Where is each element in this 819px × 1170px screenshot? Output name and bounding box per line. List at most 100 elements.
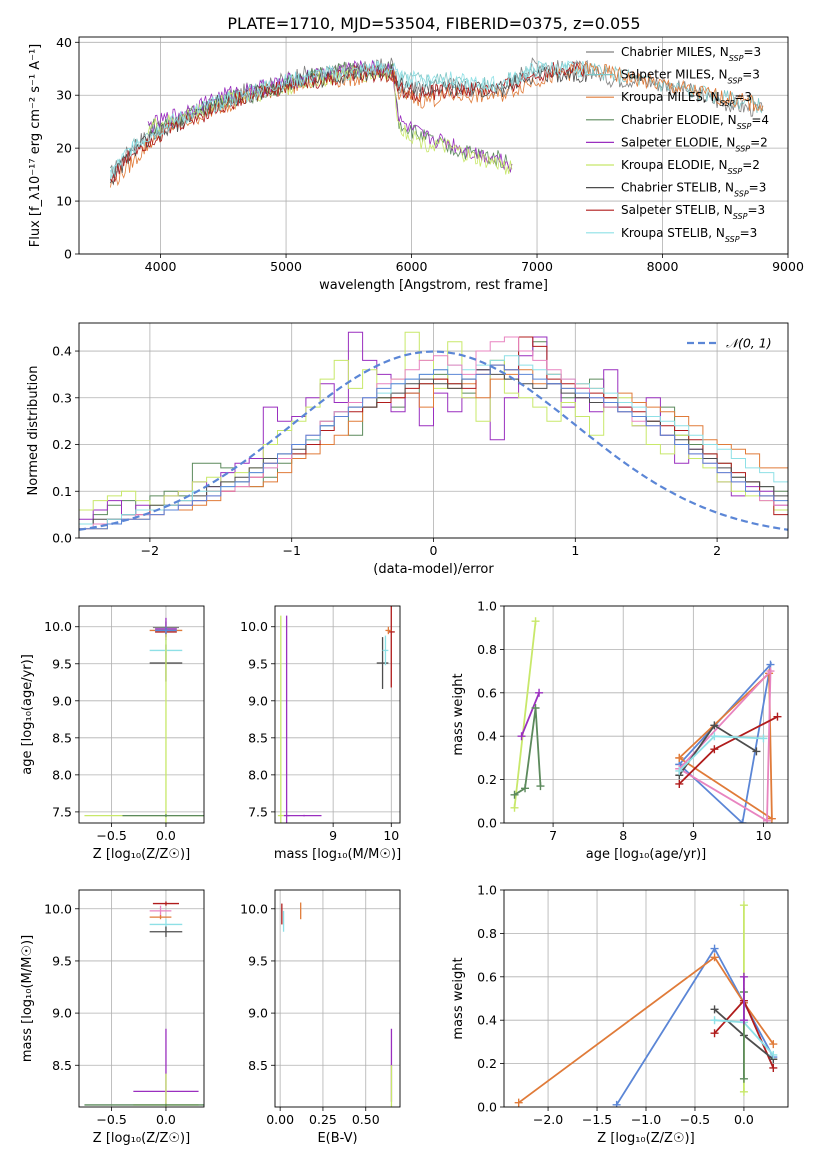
z_vs_weight-x-tick-label: −1.5 [582, 1112, 612, 1127]
ebv_vs_mass-y-tick-label: 9.0 [248, 1006, 268, 1021]
residuals-y-tick-label: 0.2 [52, 437, 72, 452]
spectrum-frame [78, 36, 789, 255]
mass_vs_age-y-tick-label: 10.0 [240, 619, 268, 634]
z_vs_weight-plot-area [514, 901, 778, 1107]
z_vs_age-panel: −0.5 0.0 7.5 8.0 8.5 9.0 9.5 10.0 Z [log₁₀(Z/Z☉)… [20, 605, 205, 862]
z_vs_weight-x-tick-label: −1.0 [631, 1112, 661, 1127]
age_vs_weight-series-line [520, 692, 540, 737]
age_vs_weight-marker [535, 688, 544, 697]
z_vs_weight-marker [710, 1016, 719, 1025]
spectrum-y-tick-label: 20 [56, 141, 72, 156]
z_vs_weight-x-tick-label: −2.0 [533, 1112, 563, 1127]
age_vs_weight-y-tick-label: 0.6 [477, 685, 497, 700]
age_vs_weight-marker [759, 734, 768, 743]
spectrum-legend-label: Salpeter ELODIE, NSSP=2 [621, 135, 768, 153]
z_vs_age-frame [78, 605, 205, 824]
spectrum-x-axis-label: wavelength [Angstrom, rest frame] [319, 278, 548, 293]
ebv_vs_mass-frame [274, 889, 401, 1108]
age_vs_weight-marker [738, 819, 747, 823]
ebv_vs_mass-x-tick-label: 0.00 [266, 1112, 294, 1127]
z_vs_age-x-axis-label: Z [log₁₀(Z/Z☉)] [93, 847, 190, 862]
mass_vs_age-panel: 9 10 7.5 8.0 8.5 9.0 9.5 10.0 mass [log₁₀(M/M☉)] [240, 605, 401, 862]
spectrum-x-tick-label: 6000 [396, 259, 428, 274]
ebv_vs_mass-plot-area [281, 902, 393, 1107]
ebv_vs_mass-y-tick-label: 9.5 [248, 953, 268, 968]
z_vs_weight-x-axis-label: Z [log₁₀(Z/Z☉)] [597, 1131, 694, 1146]
z_vs_age-plot-area [84, 617, 204, 823]
age_vs_weight-x-tick-label: 7 [549, 828, 557, 843]
residuals-x-axis-label: (data-model)/error [373, 562, 494, 577]
ebv_vs_mass-x-axis-label: E(B-V) [317, 1131, 357, 1146]
z_vs_age-x-tick-label: −0.5 [96, 828, 126, 843]
z_vs_age-y-tick-label: 9.5 [52, 656, 72, 671]
residuals-x-tick-label: −2 [141, 543, 159, 558]
age_vs_weight-marker [521, 784, 530, 793]
z_vs_mass-y-tick-label: 10.0 [44, 901, 72, 916]
mass_vs_age-x-axis-label: mass [log₁₀(M/M☉)] [274, 847, 401, 862]
mass_vs_age-y-tick-label: 9.0 [248, 693, 268, 708]
age_vs_weight-series-line [678, 715, 778, 785]
spectrum-x-tick-label: 9000 [772, 259, 804, 274]
age_vs_weight-x-tick-label: 9 [689, 828, 697, 843]
ebv_vs_mass-y-tick-label: 8.5 [248, 1058, 268, 1073]
z_vs_weight-x-tick-label: −0.5 [680, 1112, 710, 1127]
z_vs_weight-y-tick-label: 0.4 [477, 1013, 497, 1028]
spectrum-legend-label: Kroupa MILES, NSSP=3 [621, 90, 752, 108]
age_vs_weight-marker [710, 732, 719, 741]
z_vs_weight-y-tick-label: 0.2 [477, 1056, 497, 1071]
age_vs_weight-series-line [513, 621, 537, 808]
z_vs_mass-plot-area [84, 901, 204, 1107]
z_vs_age-y-tick-label: 9.0 [52, 693, 72, 708]
residuals-y-tick-label: 0.3 [52, 390, 72, 405]
z_vs_weight-y-tick-label: 0.6 [477, 969, 497, 984]
z_vs_mass-frame [78, 889, 205, 1108]
spectrum-legend-label: Salpeter MILES, NSSP=3 [621, 68, 760, 86]
age_vs_weight-series-line [514, 707, 542, 796]
age_vs_weight-marker [762, 816, 771, 823]
z_vs_age-y-tick-label: 7.5 [52, 804, 72, 819]
z_vs_mass-x-tick-label: 0.0 [156, 1112, 176, 1127]
z_vs_weight-marker [739, 901, 748, 910]
residuals-x-tick-label: 0 [430, 543, 438, 558]
age_vs_weight-marker [510, 790, 519, 799]
residuals-y-tick-label: 0.0 [52, 531, 72, 546]
age_vs_weight-series-line [678, 671, 773, 821]
residual-histogram-step [79, 364, 788, 530]
spectrum-y-axis-label: Flux [f_λ10⁻¹⁷ erg cm⁻² s⁻¹ A⁻¹] [28, 44, 43, 248]
spectrum-y-tick-label: 40 [56, 35, 72, 50]
age_vs_weight-marker [531, 703, 540, 712]
ebv_vs_mass-x-tick-label: 0.25 [309, 1112, 337, 1127]
z_vs_mass-y-axis-label: mass [log₁₀(M/M☉)] [20, 935, 35, 1062]
mass_vs_age-y-tick-label: 8.0 [248, 767, 268, 782]
z_vs_weight-marker [769, 1050, 778, 1059]
age_vs_weight-y-axis-label: mass weight [451, 673, 466, 755]
spectrum-x-tick-label: 4000 [145, 259, 177, 274]
z_vs_weight-marker [739, 1016, 748, 1025]
spectrum-x-tick-label: 8000 [647, 259, 679, 274]
residuals-y-axis-label: Normed distribution [26, 366, 41, 496]
residuals-y-tick-label: 0.1 [52, 484, 72, 499]
age_vs_weight-marker [675, 753, 684, 762]
age_vs_weight-plot-area [510, 617, 782, 823]
z_vs_weight-marker [612, 1100, 621, 1107]
mass_vs_age-y-tick-label: 8.5 [248, 730, 268, 745]
z_vs_weight-marker [739, 972, 748, 981]
z_vs_mass-y-tick-label: 9.0 [52, 1006, 72, 1021]
z_vs_age-y-tick-label: 8.5 [52, 730, 72, 745]
residuals-panel: −2 −1 0 1 2 0.0 0.1 0.2 0.3 0.4 (data-model)/error… [26, 322, 789, 577]
residuals-x-tick-label: −1 [282, 543, 300, 558]
spectrum-y-tick-label: 30 [56, 88, 72, 103]
z_vs_weight-marker [710, 1029, 719, 1038]
spectrum-x-tick-label: 7000 [521, 259, 553, 274]
age_vs_weight-y-tick-label: 0.2 [477, 772, 497, 787]
z_vs_weight-marker [739, 1074, 748, 1083]
residual-legend-label: 𝒩(0, 1) [726, 336, 772, 351]
age_vs_weight-x-tick-label: 8 [619, 828, 627, 843]
mass_vs_age-y-tick-label: 7.5 [248, 804, 268, 819]
gaussian-curve [79, 350, 788, 531]
z_vs_mass-y-tick-label: 9.5 [52, 953, 72, 968]
age_vs_weight-marker [675, 779, 684, 788]
ebv_vs_mass-x-tick-label: 0.50 [352, 1112, 380, 1127]
z_vs_weight-marker [514, 1098, 523, 1107]
z_vs_weight-panel: −2.0 −1.5 −1.0 −0.5 0.0 0.0 0.2 0.4 0.6 0.8 1.0 Z [… [451, 883, 789, 1146]
